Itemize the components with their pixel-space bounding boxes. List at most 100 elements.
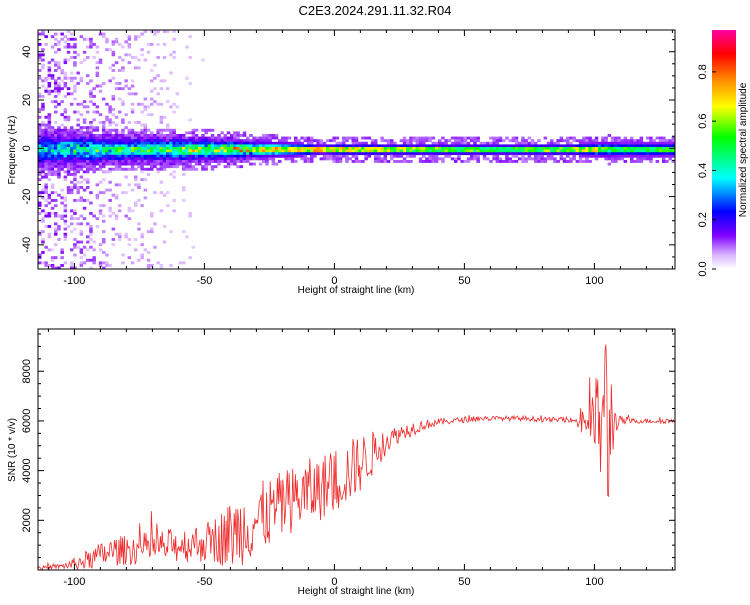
spectrogram-cell bbox=[54, 131, 58, 135]
spectrogram-cell bbox=[578, 149, 583, 153]
spectrogram-cell bbox=[242, 144, 247, 148]
spectrogram-cell bbox=[236, 147, 240, 150]
spectrogram-cell bbox=[354, 139, 359, 143]
spectrogram-cell bbox=[86, 141, 90, 145]
spectrogram-cell bbox=[41, 170, 45, 174]
spectrogram-cell bbox=[124, 162, 128, 166]
spectrogram-cell bbox=[98, 167, 103, 171]
spectrogram-cell bbox=[409, 160, 413, 163]
spectrogram-cell bbox=[233, 144, 237, 148]
spectrogram-cell bbox=[665, 141, 669, 145]
spectrogram-cell bbox=[95, 134, 100, 137]
spectrogram-cell bbox=[38, 139, 42, 143]
spectrogram-cell bbox=[588, 147, 592, 150]
spectrogram-cell bbox=[102, 165, 106, 169]
spectrogram-cell bbox=[194, 157, 199, 161]
colorbar-tick-label: 0.6 bbox=[697, 114, 709, 129]
spectrogram-cell bbox=[41, 167, 45, 171]
spectrogram-cell bbox=[54, 100, 58, 104]
spectrogram-cell bbox=[390, 154, 394, 158]
spectrogram-cell bbox=[166, 100, 170, 104]
spectrogram-cell bbox=[191, 147, 196, 150]
spectrogram-cell bbox=[342, 149, 346, 153]
spectrogram-cell bbox=[70, 209, 74, 213]
spectrogram-cell bbox=[274, 152, 279, 156]
spectrogram-cell bbox=[326, 157, 330, 161]
spectrogram-cell bbox=[38, 43, 42, 46]
spectrogram-cell bbox=[143, 178, 148, 182]
spectrogram-cell bbox=[70, 222, 74, 226]
spectrogram-cell bbox=[482, 141, 487, 145]
spectrogram-cell bbox=[610, 147, 615, 150]
spectrogram-cell bbox=[422, 154, 426, 158]
spectrogram-cell bbox=[428, 136, 432, 140]
spectrogram-cell bbox=[274, 147, 279, 150]
spectrogram-cell bbox=[44, 147, 48, 150]
spectrogram-cell bbox=[409, 154, 413, 158]
spectrogram-cell bbox=[566, 136, 570, 140]
spectrogram-cell bbox=[79, 196, 84, 200]
spectrogram-cell bbox=[226, 157, 231, 161]
spectrogram-cell bbox=[140, 154, 144, 158]
spectrogram-cell bbox=[137, 227, 141, 231]
spectrogram-cell bbox=[118, 136, 122, 140]
y-tick-label: 20 bbox=[21, 94, 33, 106]
spectrogram-cell bbox=[124, 235, 128, 239]
spectrogram-cell bbox=[66, 43, 71, 46]
spectrogram-cell bbox=[50, 264, 55, 267]
spectrogram-cell bbox=[242, 154, 247, 158]
spectrogram-cell bbox=[226, 139, 231, 143]
spectrogram-cell bbox=[422, 136, 426, 140]
spectrogram-cell bbox=[550, 149, 554, 153]
spectrogram-cell bbox=[239, 144, 244, 148]
spectrogram-cell bbox=[159, 128, 164, 132]
spectrogram-cell bbox=[73, 253, 77, 257]
spectrogram-cell bbox=[95, 141, 100, 145]
spectrogram-cell bbox=[169, 147, 173, 150]
spectrogram-cell bbox=[98, 136, 103, 140]
spectrogram-cell bbox=[102, 160, 106, 163]
spectrogram-cell bbox=[498, 152, 503, 156]
spectrogram-cell bbox=[172, 141, 176, 145]
spectrogram-cell bbox=[121, 87, 125, 91]
spectrogram-cell bbox=[124, 136, 128, 140]
spectrogram-cell bbox=[92, 240, 96, 244]
spectrogram-cell bbox=[41, 188, 45, 192]
spectrogram-cell bbox=[591, 141, 596, 145]
spectrogram-cell bbox=[105, 154, 109, 158]
spectrogram-cell bbox=[172, 149, 176, 153]
spectrogram-cell bbox=[604, 152, 608, 156]
spectrogram-cell bbox=[370, 152, 375, 156]
spectrogram-cell bbox=[495, 154, 500, 158]
spectrogram-cell bbox=[633, 152, 637, 156]
spectrogram-cell bbox=[92, 128, 96, 132]
spectrogram-cell bbox=[566, 139, 570, 143]
spectrogram-cell bbox=[166, 30, 170, 33]
spectrogram-cell bbox=[114, 196, 119, 200]
spectrogram-cell bbox=[118, 87, 122, 91]
spectrogram-cell bbox=[639, 147, 644, 150]
spectrogram-cell bbox=[156, 102, 160, 106]
spectrogram-cell bbox=[582, 147, 586, 150]
spectrogram-cell bbox=[66, 76, 71, 80]
x-tick-label: 0 bbox=[331, 275, 337, 287]
spectrogram-cell bbox=[242, 134, 247, 137]
spectrogram-cell bbox=[105, 40, 109, 44]
spectrogram-cell bbox=[658, 152, 663, 156]
spectrogram-cell bbox=[124, 113, 128, 117]
spectrogram-cell bbox=[281, 136, 285, 140]
spectrogram-cell bbox=[268, 134, 272, 137]
spectrogram-cell bbox=[76, 110, 80, 114]
spectrogram-cell bbox=[534, 160, 538, 163]
spectrogram-cell bbox=[473, 149, 477, 153]
spectrogram-cell bbox=[73, 63, 77, 67]
spectrogram-cell bbox=[54, 147, 58, 150]
spectrogram-cell bbox=[162, 134, 167, 137]
spectrogram-cell bbox=[370, 139, 375, 143]
spectrogram-cell bbox=[41, 32, 45, 36]
spectrogram-cell bbox=[153, 30, 157, 33]
spectrogram-cell bbox=[44, 154, 48, 158]
spectrogram-cell bbox=[639, 136, 644, 140]
spectrogram-cell bbox=[505, 147, 509, 150]
